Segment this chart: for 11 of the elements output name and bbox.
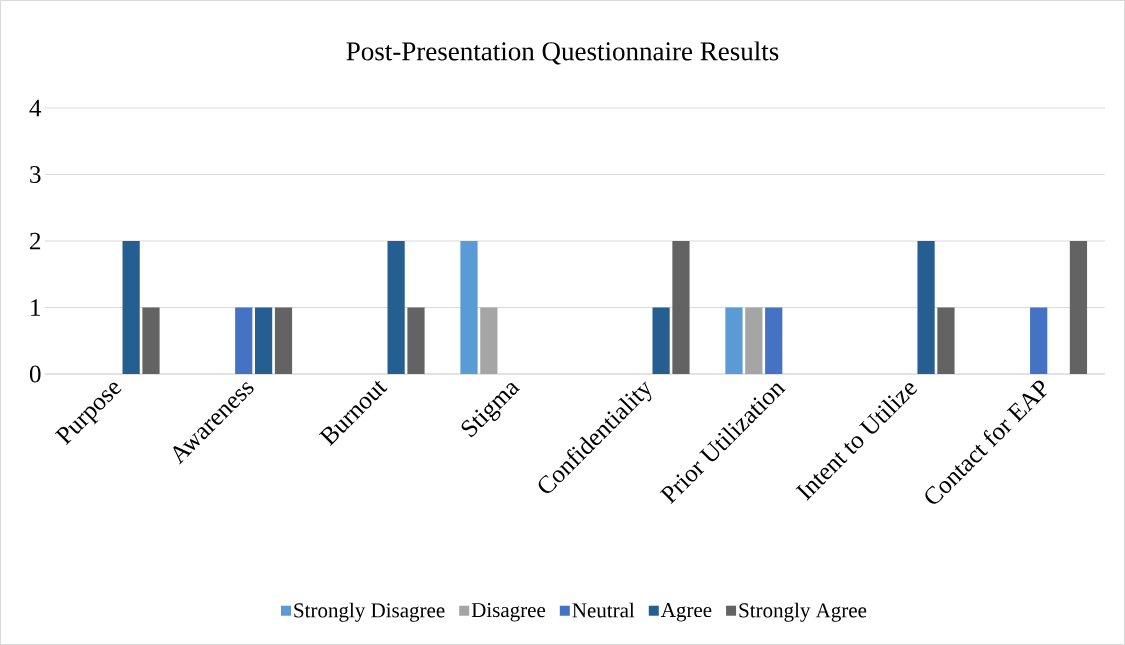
y-tick-label: 0 [29, 365, 41, 383]
y-tick-label: 4 [29, 99, 42, 117]
legend-label: Neutral [572, 602, 635, 618]
y-tick-label: 2 [30, 232, 41, 250]
legend-label: Agree [660, 603, 712, 622]
legend-label: Disagree [471, 603, 546, 622]
legend-label: Strongly Agree [739, 602, 867, 622]
y-tick-label: 1 [31, 299, 40, 316]
legend-label: Strongly Disagree [294, 602, 445, 622]
chart-title: Post-Presentation Questionnaire Results [346, 41, 779, 65]
y-tick-label: 3 [30, 166, 41, 183]
